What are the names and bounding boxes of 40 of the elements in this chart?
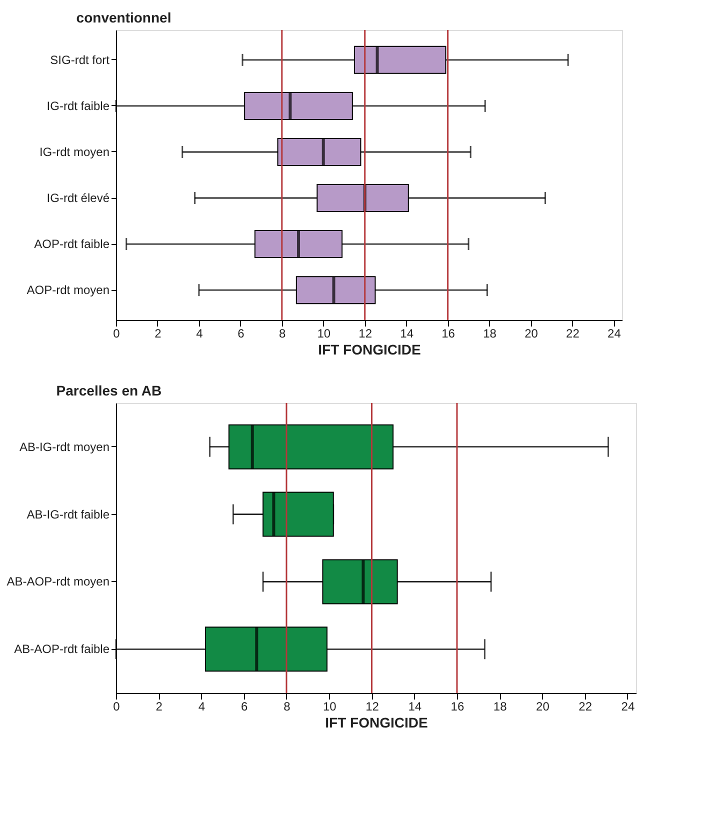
x-tick-label: 0 <box>113 700 120 714</box>
x-tick-label: 0 <box>113 326 120 340</box>
x-tick-label: 2 <box>156 700 163 714</box>
y-tick-label: AOP-rdt moyen <box>26 283 110 298</box>
x-tick-label: 10 <box>322 700 337 714</box>
x-tick-label: 4 <box>198 700 206 714</box>
x-tick-label: 2 <box>154 326 162 340</box>
x-tick-label: 16 <box>442 326 456 340</box>
y-tick-label: AOP-rdt faible <box>34 237 110 252</box>
x-tick-label: 24 <box>608 326 622 340</box>
chart-title: Parcelles en AB <box>56 382 162 398</box>
x-tick-label: 18 <box>493 700 508 714</box>
chart-title: conventionnel <box>76 9 172 26</box>
y-tick-label: AB-AOP-rdt faible <box>14 642 110 656</box>
x-tick-label: 18 <box>483 326 497 340</box>
x-tick-label: 16 <box>450 700 464 714</box>
x-tick-label: 22 <box>566 326 580 340</box>
x-tick-label: 14 <box>408 700 422 714</box>
x-tick-label: 8 <box>284 700 291 714</box>
y-tick-label: SIG-rdt fort <box>50 52 110 67</box>
x-tick-label: 12 <box>366 700 380 714</box>
x-tick-label: 14 <box>400 326 414 340</box>
x-tick-label: 8 <box>279 326 286 340</box>
x-axis-title: IFT FONGICIDE <box>325 714 428 730</box>
x-tick-label: 20 <box>524 326 538 340</box>
x-tick-label: 20 <box>536 700 550 714</box>
x-tick-label: 4 <box>196 326 204 340</box>
x-tick-label: 12 <box>358 326 372 340</box>
y-tick-label: AB-IG-rdt faible <box>26 507 110 522</box>
x-tick-label: 10 <box>317 326 331 340</box>
y-tick-label: IG-rdt élevé <box>46 191 110 206</box>
x-tick-label: 24 <box>621 700 635 714</box>
y-tick-label: AB-AOP-rdt moyen <box>6 574 110 589</box>
y-tick-label: IG-rdt moyen <box>39 144 110 159</box>
x-tick-label: 6 <box>238 326 245 340</box>
y-tick-label: IG-rdt faible <box>46 98 110 113</box>
x-tick-label: 22 <box>578 700 592 714</box>
y-tick-label: AB-IG-rdt moyen <box>19 440 110 454</box>
x-axis-title: IFT FONGICIDE <box>318 342 421 358</box>
x-tick-label: 6 <box>241 700 248 714</box>
